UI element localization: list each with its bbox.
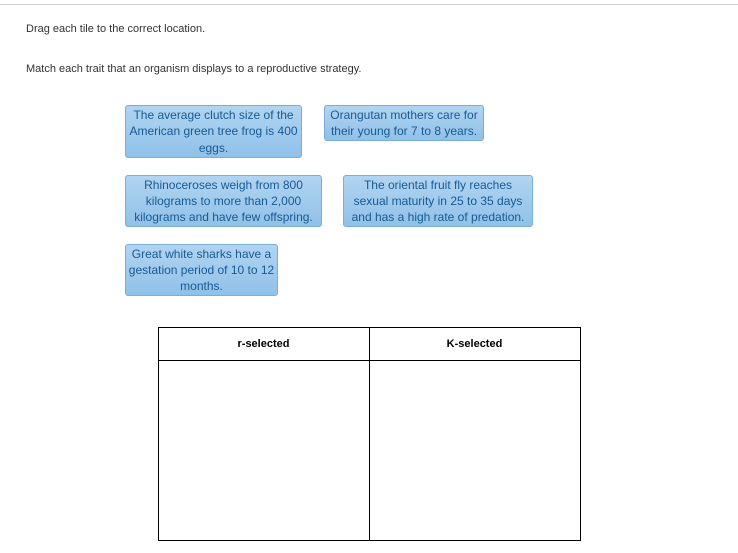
tile-fruit-fly[interactable]: The oriental fruit fly reaches sexual ma… xyxy=(343,175,533,227)
tile-tree-frog[interactable]: The average clutch size of the American … xyxy=(125,105,302,158)
column-header-k-selected: K-selected xyxy=(369,328,580,361)
tile-shark[interactable]: Great white sharks have a gestation peri… xyxy=(125,244,278,296)
instruction-match: Match each trait that an organism displa… xyxy=(26,63,712,75)
instruction-wrapper: Drag each tile to the correct location. … xyxy=(0,5,738,75)
drop-zone-k-selected[interactable] xyxy=(369,361,580,541)
tile-orangutan[interactable]: Orangutan mothers care for their young f… xyxy=(324,105,484,141)
column-header-r-selected: r-selected xyxy=(158,328,369,361)
tile-rhinoceros[interactable]: Rhinoceroses weigh from 800 kilograms to… xyxy=(125,175,322,227)
instruction-drag: Drag each tile to the correct location. xyxy=(26,23,712,35)
strategy-table: r-selected K-selected xyxy=(158,327,581,541)
tiles-area: The average clutch size of the American … xyxy=(0,105,738,315)
table-area: r-selected K-selected xyxy=(0,315,738,541)
drop-zone-r-selected[interactable] xyxy=(158,361,369,541)
